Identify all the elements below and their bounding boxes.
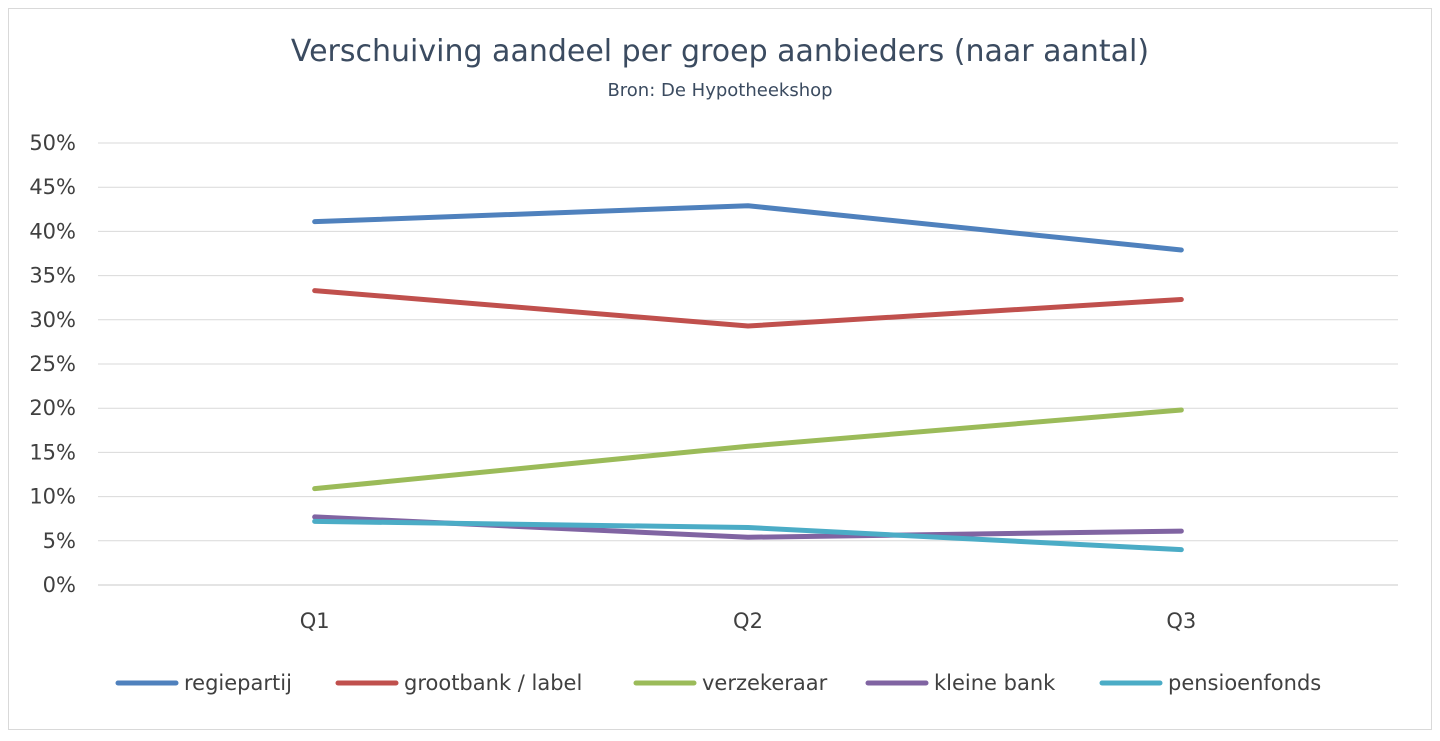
- y-tick-label: 15%: [29, 440, 76, 464]
- legend-label: pensioenfonds: [1168, 671, 1321, 695]
- legend-label: verzekeraar: [702, 671, 828, 695]
- y-tick-label: 30%: [29, 308, 76, 332]
- y-tick-label: 50%: [29, 131, 76, 155]
- y-tick-label: 35%: [29, 264, 76, 288]
- series-line-grootbank-label: [312, 288, 1184, 329]
- chart-frame: [8, 8, 1432, 730]
- x-tick-label: Q2: [733, 609, 763, 633]
- chart-title: Verschuiving aandeel per groep aanbieder…: [290, 34, 1150, 69]
- y-tick-label: 20%: [29, 396, 76, 420]
- x-tick-label: Q1: [300, 609, 330, 633]
- series-line-pensioenfonds: [312, 518, 1184, 553]
- y-tick-label: 5%: [43, 529, 76, 553]
- chart-subtitle: Bron: De Hypotheekshop: [607, 80, 833, 101]
- series-lines: [312, 203, 1184, 553]
- legend-label: grootbank / label: [404, 671, 582, 695]
- y-tick-label: 40%: [29, 219, 76, 243]
- y-tick-label: 25%: [29, 352, 76, 376]
- y-axis-ticks: 0% 5% 10% 15% 20% 25% 30% 35% 40% 45% 50%: [29, 131, 76, 597]
- y-tick-label: 45%: [29, 175, 76, 199]
- gridlines: [98, 142, 1398, 586]
- legend-label: kleine bank: [934, 671, 1056, 695]
- y-tick-label: 0%: [43, 573, 76, 597]
- y-tick-label: 10%: [29, 485, 76, 509]
- series-line-verzekeraar: [312, 407, 1184, 492]
- legend: regiepartij grootbank / label verzekeraar k…: [115, 671, 1321, 695]
- series-line-regiepartij: [312, 203, 1184, 253]
- x-axis-ticks: Q1 Q2 Q3: [300, 609, 1197, 633]
- x-tick-label: Q3: [1166, 609, 1196, 633]
- legend-label: regiepartij: [184, 671, 292, 695]
